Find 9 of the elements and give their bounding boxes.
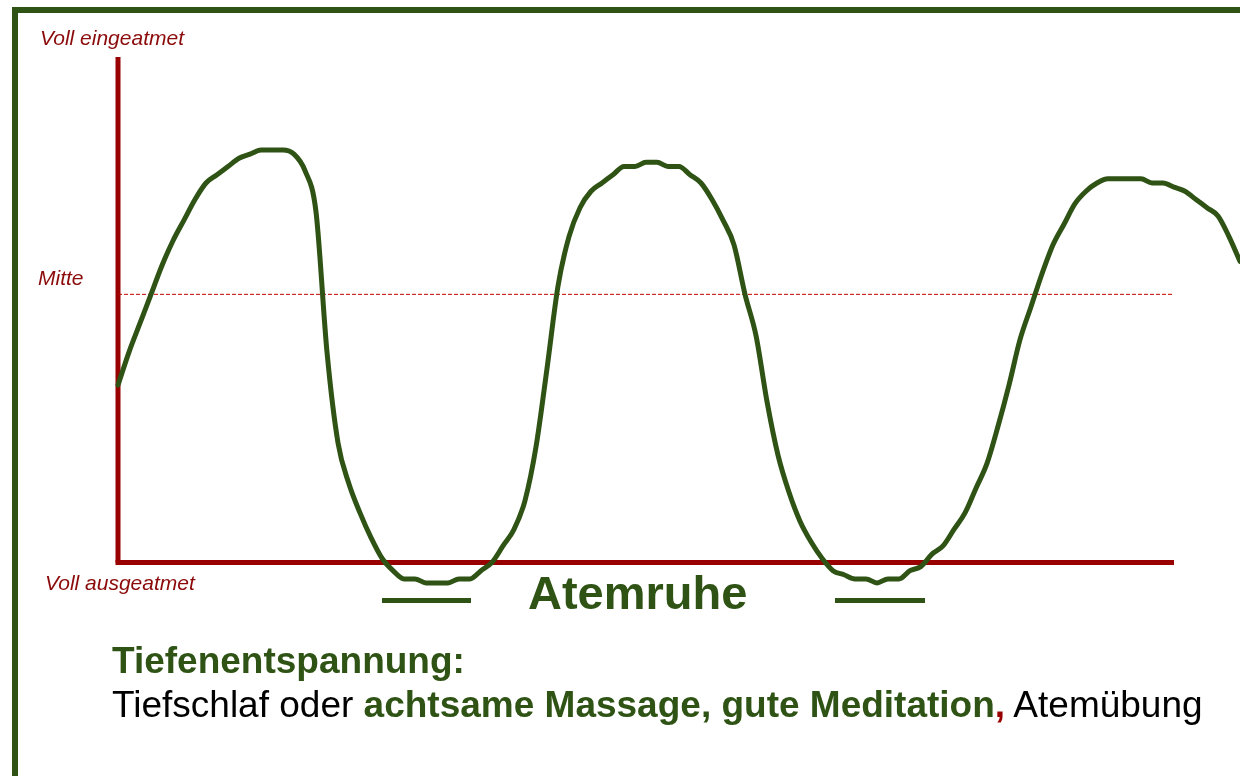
- ref-line-label: Mitte: [38, 266, 84, 290]
- text: Voll eingeatmet: [40, 26, 184, 49]
- text: Tiefschlaf oder: [112, 684, 354, 725]
- text: Tiefenentspannung:: [112, 640, 465, 681]
- annotation: Atemruhe: [528, 566, 748, 619]
- text: ,: [994, 684, 1006, 725]
- text: achtsame Massage, gute Meditation: [363, 684, 995, 725]
- text: Atemübung: [1013, 684, 1203, 725]
- ref-line-label: Voll ausgeatmet: [45, 571, 196, 595]
